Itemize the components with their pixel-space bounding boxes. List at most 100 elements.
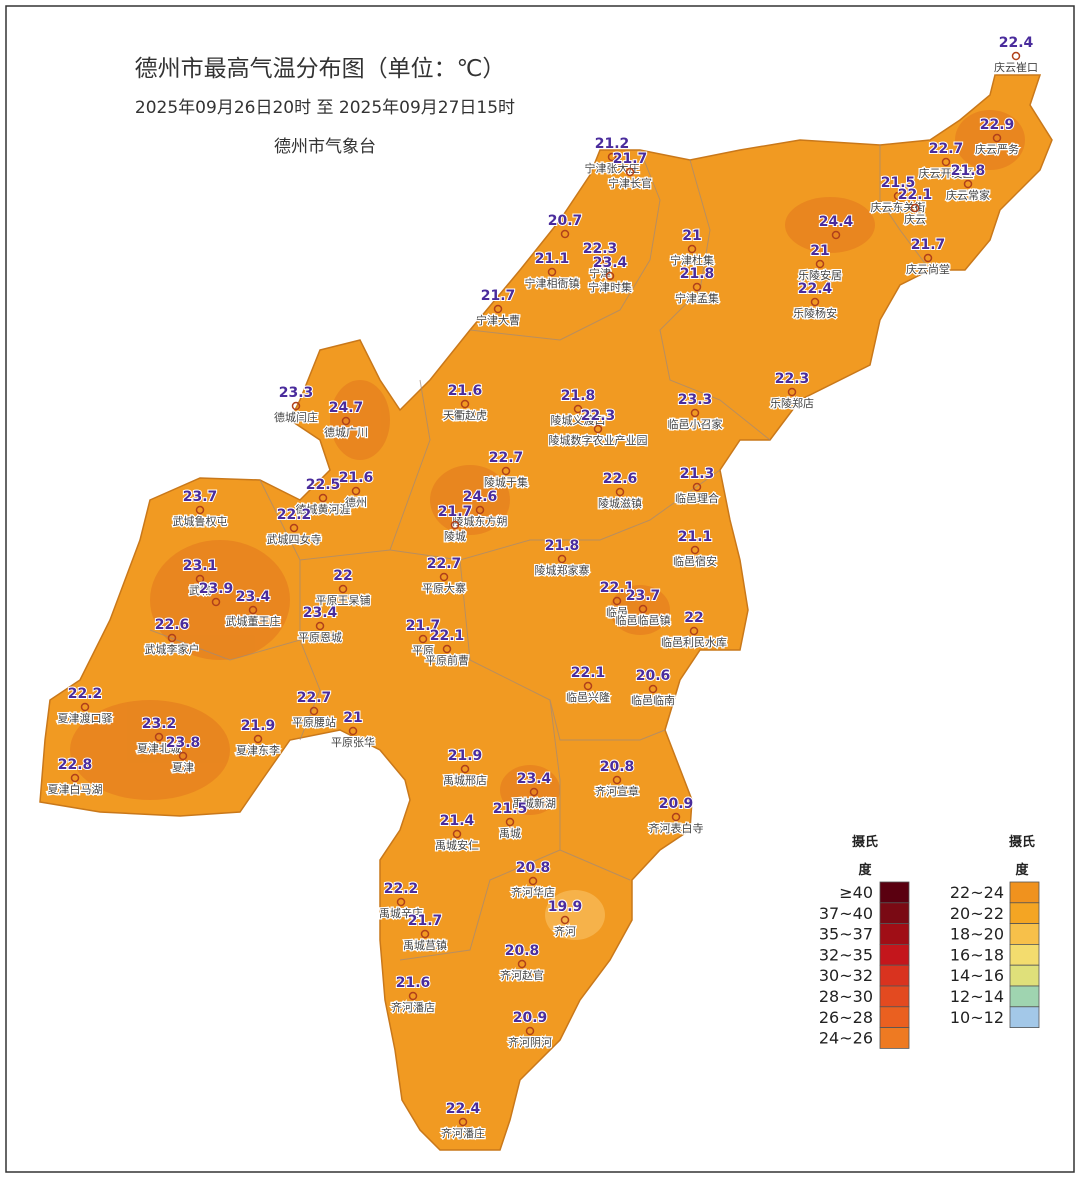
region-outline (39, 74, 1053, 1151)
station-value: 20.9 (513, 1010, 548, 1026)
station-value: 21 (343, 710, 362, 726)
station-name: 庆云 (904, 212, 926, 226)
station-dot (560, 229, 570, 239)
station-dot (195, 574, 205, 584)
station-name: 禹城邢店 (443, 773, 487, 787)
legend-swatch (879, 1006, 910, 1028)
legend-swatch (1009, 985, 1040, 1008)
legend-swatch (1009, 923, 1040, 945)
station-dot (408, 991, 418, 1001)
station-dot (638, 604, 648, 614)
station-dot (70, 773, 80, 783)
station-value: 21.7 (406, 618, 441, 634)
station-value: 23.1 (183, 558, 218, 574)
station-value: 22.1 (571, 665, 606, 681)
station-dot (687, 244, 697, 254)
station-dot (341, 416, 351, 426)
station-dot (910, 203, 920, 213)
station-value: 20.7 (548, 213, 583, 229)
station-name: 平原大寨 (422, 581, 466, 595)
station-value: 22.7 (489, 450, 524, 466)
legend-swatch (879, 1027, 910, 1049)
station-dot (517, 959, 527, 969)
legend-title: 摄氏 (1009, 834, 1035, 850)
agency: 德州市气象台 (274, 137, 376, 157)
station-dot (692, 482, 702, 492)
station-name: 庆云常家 (946, 188, 990, 202)
station-dot (595, 257, 605, 267)
station-value: 24.4 (819, 214, 854, 230)
station-dot (178, 751, 188, 761)
station-value: 22.4 (798, 281, 833, 297)
station-dot (318, 493, 328, 503)
station-dot (593, 424, 603, 434)
station-dot (529, 787, 539, 797)
legend-label: 26~28 (819, 1008, 873, 1027)
station-dot (583, 681, 593, 691)
station-dot (195, 505, 205, 515)
station-dot (475, 505, 485, 515)
station-name: 天衢赵虎 (443, 408, 487, 422)
station-name: 庆云开发区 (919, 166, 974, 180)
station-dot (692, 282, 702, 292)
legend-swatch (1009, 944, 1040, 966)
station-value: 22.4 (999, 35, 1034, 51)
station-value: 23.9 (199, 581, 234, 597)
station-name: 平原 (412, 644, 434, 657)
station-name: 宁津大曹 (476, 313, 520, 327)
station-dot (963, 179, 973, 189)
station-value: 22.3 (583, 241, 618, 257)
station-dot (607, 152, 617, 162)
station-name: 陵城滋镇 (598, 496, 642, 510)
station-dot (80, 702, 90, 712)
station-dot (547, 267, 557, 277)
station-dot (815, 259, 825, 269)
legend-label: 18~20 (950, 925, 1004, 944)
station-name: 禹城安仁 (435, 838, 479, 852)
station-dot (560, 915, 570, 925)
station-value: 22.2 (384, 881, 419, 897)
station-value: 20.8 (516, 860, 551, 876)
legend-swatch (1009, 881, 1040, 904)
station-name: 临邑宿安 (673, 554, 717, 568)
station-dot (439, 572, 449, 582)
legend-swatch (879, 923, 910, 945)
station-value: 21.3 (680, 466, 715, 482)
station-dot (309, 706, 319, 716)
station-dot (154, 732, 164, 742)
legend-title: 摄氏 (852, 834, 878, 850)
station-dot (1011, 51, 1021, 61)
station-value: 22.1 (600, 580, 635, 596)
station-dot (396, 897, 406, 907)
station-name: 乐陵郑店 (770, 396, 814, 410)
station-name: 齐河 (554, 924, 576, 938)
station-name: 齐河潘店 (391, 1000, 435, 1014)
legend-label: 35~37 (819, 925, 873, 944)
time-range: 2025年09月26日20时 至 2025年09月27日15时 (135, 98, 515, 118)
station-dot (557, 554, 567, 564)
station-value: 23.7 (626, 588, 661, 604)
station-name: 庆云崔口 (994, 60, 1038, 74)
station-dot (505, 817, 515, 827)
station-value: 21.7 (481, 288, 516, 304)
station-value: 21.8 (561, 388, 596, 404)
station-value: 21 (810, 243, 829, 259)
stations: 22.4庆云崔口22.9庆云严务22.7庆云开发区21.8庆云常家21.5庆云东… (46, 34, 1039, 1141)
station-name: 德城广川 (324, 425, 368, 439)
station-name: 平原张华 (331, 735, 375, 749)
station-name: 临邑小召家 (668, 417, 723, 431)
station-value: 22 (333, 568, 352, 584)
station-value: 21.7 (613, 151, 648, 167)
station-dot (690, 545, 700, 555)
station-value: 22.2 (68, 686, 103, 702)
station-value: 21.8 (545, 538, 580, 554)
station-value: 22.7 (929, 141, 964, 157)
station-dot (923, 253, 933, 263)
station-dot (452, 829, 462, 839)
station-dot (690, 408, 700, 418)
station-name: 夏津东李 (236, 743, 280, 757)
station-value: 22.1 (898, 187, 933, 203)
station-name: 禹城 (499, 827, 521, 840)
station-value: 23.4 (236, 589, 271, 605)
